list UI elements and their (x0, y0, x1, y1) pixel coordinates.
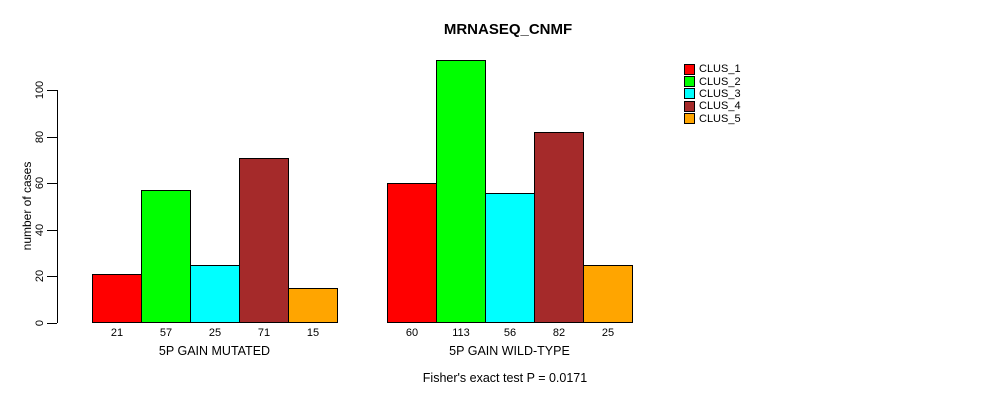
fisher-test-annotation: Fisher's exact test P = 0.0171 (422, 371, 588, 385)
y-axis-tick (47, 323, 57, 324)
legend-swatch-clus_2 (684, 76, 695, 88)
legend-label: CLUS_3 (699, 87, 741, 100)
bar-value-label: 15 (306, 327, 320, 339)
x-axis-group-label: 5P GAIN WILD-TYPE (449, 344, 570, 358)
bar-clus_1 (387, 183, 437, 323)
bar-value-label: 113 (452, 327, 470, 339)
bar-clus_4 (239, 157, 289, 323)
y-axis-tick-label: 40 (34, 223, 46, 237)
legend-label: CLUS_2 (699, 75, 741, 88)
chart-title: MRNASEQ_CNMF (443, 21, 573, 38)
y-axis-label: number of cases (20, 161, 34, 251)
y-axis-tick (47, 183, 57, 185)
y-axis-tick-label: 60 (34, 177, 46, 190)
y-axis-tick (47, 136, 57, 138)
y-axis-tick (47, 90, 57, 92)
bar-clus_3 (485, 192, 535, 323)
x-axis-group-label: 5P GAIN MUTATED (158, 344, 271, 358)
bar-value-label: 60 (405, 327, 419, 339)
y-axis-tick-label: 0 (34, 319, 46, 327)
bar-clus_5 (583, 264, 633, 323)
legend-item: CLUS_4 (684, 100, 741, 112)
y-axis-tick-label: 20 (34, 270, 46, 283)
legend-swatch-clus_3 (684, 88, 695, 100)
y-axis-tick-label: 100 (34, 81, 46, 100)
legend-label: CLUS_5 (699, 112, 741, 125)
bar-value-label: 25 (208, 327, 222, 339)
legend: CLUS_1 CLUS_2 CLUS_3 CLUS_4 CLUS_5 (684, 63, 741, 125)
bar-value-label: 71 (257, 327, 271, 339)
legend-swatch-clus_4 (684, 100, 695, 112)
legend-item: CLUS_5 (684, 113, 741, 125)
legend-swatch-clus_1 (684, 63, 695, 75)
legend-swatch-clus_5 (684, 113, 695, 125)
bar-clus_2 (436, 59, 486, 323)
y-axis-tick (47, 229, 57, 231)
legend-item: CLUS_2 (684, 75, 741, 88)
bar-clus_4 (534, 132, 584, 323)
bar-clus_5 (288, 288, 338, 323)
y-axis-line (57, 90, 58, 323)
legend-label: CLUS_1 (699, 63, 741, 76)
bar-value-label: 21 (110, 327, 124, 339)
bar-clus_1 (92, 274, 142, 323)
legend-item: CLUS_3 (684, 88, 741, 100)
bar-value-label: 82 (552, 327, 566, 339)
legend-label: CLUS_4 (699, 100, 741, 113)
legend-item: CLUS_1 (684, 63, 741, 75)
y-axis-tick-label: 80 (34, 130, 46, 143)
bar-value-label: 56 (503, 327, 517, 339)
bar-value-label: 25 (601, 327, 615, 339)
y-axis-tick (47, 276, 57, 278)
bar-value-label: 57 (159, 327, 173, 339)
bar-clus_2 (141, 190, 191, 323)
bar-clus_3 (190, 264, 240, 323)
